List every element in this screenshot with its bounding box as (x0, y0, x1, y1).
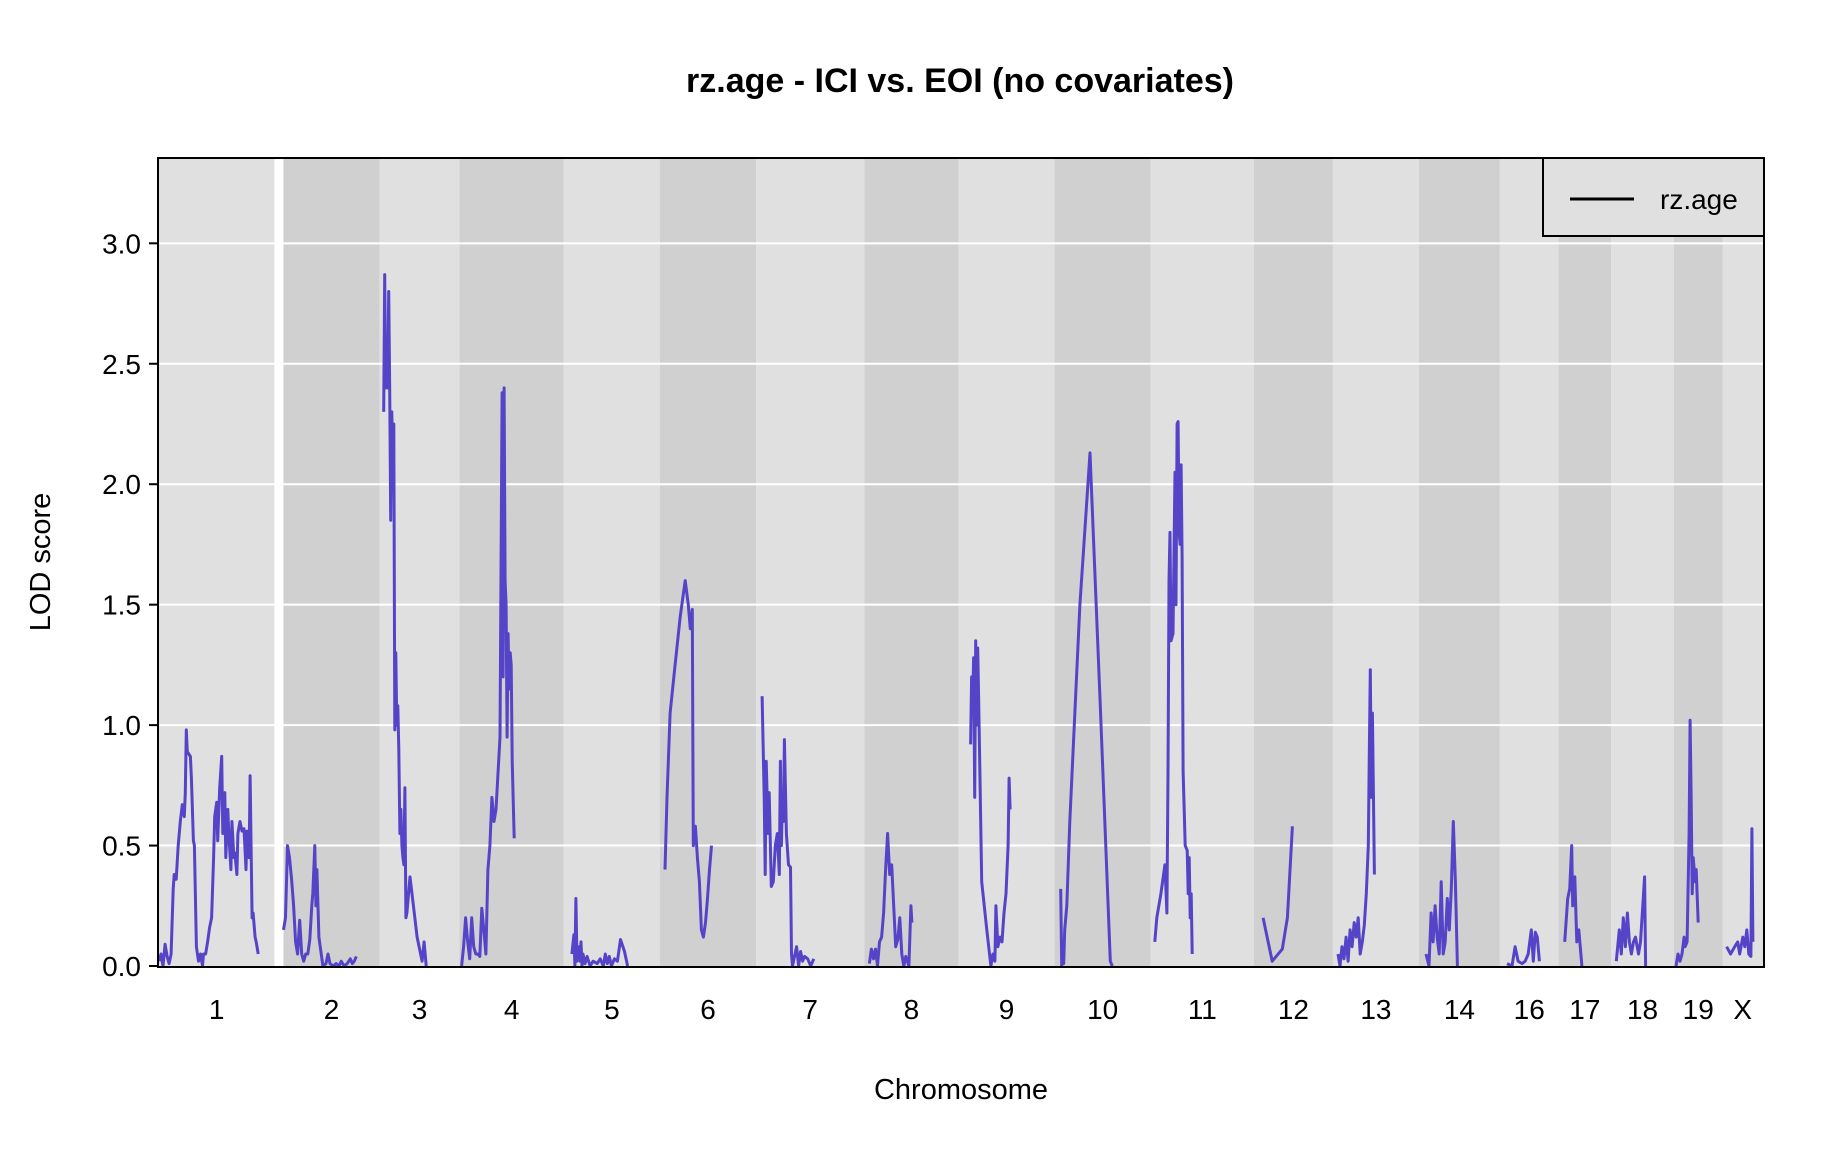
chromosome-band-13 (1332, 159, 1419, 966)
x-tick-label: 18 (1627, 994, 1658, 1025)
y-tick-label: 1.0 (102, 710, 141, 741)
x-tick-label: 10 (1087, 994, 1118, 1025)
chromosome-band-16 (1499, 159, 1559, 966)
series-line-chr-5 (570, 897, 630, 968)
chromosome-band-8 (864, 159, 959, 966)
chromosome-band-14 (1418, 159, 1500, 966)
x-tick-label: 7 (802, 994, 818, 1025)
chromosome-band-19 (1673, 159, 1723, 966)
series-line-chr-14 (1424, 820, 1459, 968)
series-line-chr-6 (663, 579, 713, 939)
series-line-chr-17 (1563, 844, 1584, 967)
chromosome-band-9 (958, 159, 1055, 966)
y-tick-label: 2.5 (102, 349, 141, 380)
x-tick-label: 4 (504, 994, 520, 1025)
series-line-chr-16 (1506, 928, 1541, 968)
series-line-chr-3 (382, 273, 428, 967)
x-tick-label: 17 (1569, 994, 1600, 1025)
x-tick-label: 12 (1278, 994, 1309, 1025)
series-line-chr-10 (1059, 451, 1114, 968)
x-tick-label: 5 (604, 994, 620, 1025)
x-tick-label: X (1733, 994, 1752, 1025)
series-layer (157, 273, 1755, 968)
series-line-chr-12 (1261, 826, 1294, 963)
y-axis: 0.0 0.5 1.0 1.5 2.0 2.5 3.0 (102, 228, 159, 982)
chromosome-band-6 (659, 159, 757, 966)
series-line-chr-X (1725, 827, 1755, 958)
series-line-chr-13 (1336, 668, 1376, 968)
chromosome-band-7 (756, 159, 865, 966)
gridlines (159, 242, 1763, 847)
legend: rz.age (1542, 157, 1765, 237)
series-line-chr-2 (282, 844, 358, 968)
y-tick-label: 1.5 (102, 590, 141, 621)
x-tick-label: 9 (999, 994, 1015, 1025)
x-tick-label: 14 (1444, 994, 1475, 1025)
series-line-chr-19 (1674, 718, 1700, 967)
y-tick-label: 2.0 (102, 469, 141, 500)
series-line-chr-11 (1153, 420, 1194, 955)
series-line-chr-18 (1614, 875, 1648, 967)
x-tick-label: 19 (1683, 994, 1714, 1025)
y-tick-label: 0.5 (102, 831, 141, 862)
x-tick-label: 2 (324, 994, 340, 1025)
chart-title: rz.age - ICI vs. EOI (no covariates) (686, 62, 1234, 100)
series-line-chr-1 (157, 728, 260, 968)
y-axis-label: LOD score (25, 493, 57, 632)
chromosome-bands (159, 159, 1763, 966)
chromosome-band-4 (459, 159, 564, 966)
legend-box (1542, 157, 1765, 237)
x-axis-label: Chromosome (874, 1074, 1048, 1106)
chromosome-band-2 (283, 159, 380, 966)
plot-frame (157, 157, 1765, 968)
chromosome-band-5 (563, 159, 660, 966)
series-line-chr-4 (460, 386, 516, 967)
x-tick-label: 11 (1188, 994, 1217, 1025)
y-tick-label: 0.0 (102, 951, 141, 982)
x-tick-label: 16 (1514, 994, 1545, 1025)
y-tick-label: 3.0 (102, 228, 141, 259)
chromosome-band-17 (1558, 159, 1612, 966)
legend-label: rz.age (1660, 184, 1738, 215)
series-line-chr-8 (867, 832, 914, 968)
chromosome-band-X (1722, 159, 1763, 966)
x-tick-label: 13 (1360, 994, 1391, 1025)
x-tick-label: 1 (209, 994, 225, 1025)
chromosome-band-18 (1611, 159, 1674, 966)
x-tick-label: 8 (904, 994, 920, 1025)
x-axis: 1 2 3 4 5 6 7 8 9 10 11 12 13 14 16 17 18 19 X (209, 994, 1753, 1025)
series-line-chr-7 (760, 696, 816, 968)
x-tick-label: 6 (700, 994, 716, 1025)
x-tick-label: 3 (412, 994, 428, 1025)
